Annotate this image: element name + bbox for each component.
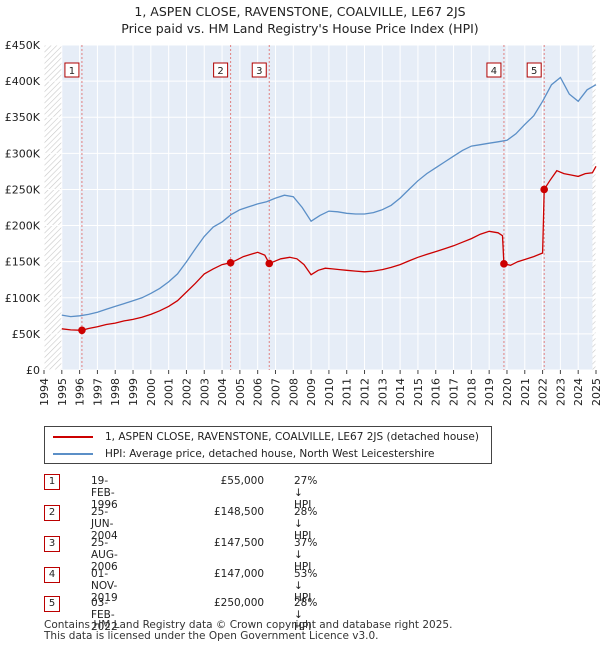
sale-label-text: 1: [69, 66, 75, 77]
footer-copyright: Contains HM Land Registry data © Crown c…: [44, 619, 453, 631]
y-tick-label: £50K: [12, 328, 41, 341]
x-tick-label: 1999: [127, 378, 140, 406]
x-tick-label: 2006: [252, 378, 265, 406]
x-tick-label: 2003: [198, 378, 211, 406]
sale-label-text: 5: [531, 66, 537, 77]
sale-label-box: [251, 62, 267, 78]
sale-number-badge: 2: [44, 505, 60, 521]
sale-label-text: 3: [256, 66, 262, 77]
x-tick-label: 2025: [590, 378, 600, 406]
sale-label-box: [64, 62, 80, 78]
x-tick-label: 2013: [376, 378, 389, 406]
x-tick-label: 2004: [216, 378, 229, 406]
x-tick-label: 2007: [269, 378, 282, 406]
sale-date: 25-JUN-2004: [91, 506, 118, 542]
y-tick-label: £150K: [5, 256, 41, 269]
sale-point: [540, 185, 548, 194]
x-tick-label: 2017: [448, 378, 461, 406]
sale-label-text: 2: [217, 66, 223, 77]
y-tick-label: £100K: [5, 292, 41, 305]
legend-swatch-property: [53, 436, 93, 438]
x-tick-label: 2002: [180, 378, 193, 406]
legend: 1, ASPEN CLOSE, RAVENSTONE, COALVILLE, L…: [44, 426, 492, 464]
sale-date: 01-NOV-2019: [91, 568, 118, 604]
legend-label-hpi: HPI: Average price, detached house, Nort…: [105, 448, 435, 460]
y-tick-label: £200K: [5, 220, 41, 233]
x-tick-label: 2018: [465, 378, 478, 406]
x-tick-label: 2020: [501, 378, 514, 406]
footer-licence: This data is licensed under the Open Gov…: [44, 630, 379, 642]
x-tick-label: 1994: [38, 378, 51, 406]
legend-item-property: 1, ASPEN CLOSE, RAVENSTONE, COALVILLE, L…: [53, 429, 479, 445]
sale-price: £148,500: [214, 506, 265, 518]
x-tick-label: 2000: [145, 378, 158, 406]
x-tick-label: 2009: [305, 378, 318, 406]
sale-date: 03-FEB-2022: [91, 597, 118, 633]
y-tick-label: £400K: [5, 75, 41, 88]
sale-point: [265, 259, 274, 268]
hpi-line: [61, 76, 597, 318]
legend-swatch-hpi: [53, 453, 93, 455]
sale-label-box: [486, 62, 502, 78]
x-tick-label: 1996: [74, 378, 87, 406]
sale-label-box: [526, 62, 542, 78]
sale-price: £250,000: [214, 597, 265, 609]
price-chart: 1 2 3 4 5 £0 £50K £100K £150K £200K £250K £300K £350…: [5, 39, 600, 406]
sale-date: 19-FEB-1996: [91, 475, 118, 511]
chart-subtitle: Price paid vs. HM Land Registry's House …: [121, 21, 479, 36]
sale-label-box: [213, 62, 229, 78]
x-tick-label: 1998: [109, 378, 122, 406]
sale-date: 25-AUG-2006: [91, 537, 118, 573]
y-tick-label: £0: [26, 364, 40, 377]
x-tick-label: 1995: [56, 378, 69, 406]
x-tick-label: 2012: [359, 378, 372, 406]
chart-title: 1, ASPEN CLOSE, RAVENSTONE, COALVILLE, L…: [134, 4, 466, 19]
x-tick-label: 2021: [519, 378, 532, 406]
sale-hpi-diff: 53% ↓ HPI: [294, 568, 318, 604]
x-tick-label: 2016: [430, 378, 443, 406]
hatched-region: [592, 45, 596, 370]
legend-item-hpi: HPI: Average price, detached house, Nort…: [53, 446, 434, 462]
sale-point: [500, 260, 508, 268]
property-price-line: [61, 165, 597, 331]
sale-point: [78, 326, 86, 335]
x-tick-label: 2008: [287, 378, 300, 406]
sale-price: £147,000: [214, 568, 265, 580]
x-tick-label: 2001: [163, 378, 176, 406]
sale-point: [226, 258, 235, 267]
y-tick-label: £300K: [5, 147, 41, 160]
hatched-region: [44, 45, 62, 370]
sale-number-badge: 5: [44, 596, 60, 612]
x-tick-label: 2022: [537, 378, 550, 406]
x-tick-label: 2011: [341, 378, 354, 406]
sale-number-badge: 4: [44, 567, 60, 583]
x-tick-label: 2023: [554, 378, 567, 406]
x-tick-label: 2010: [323, 378, 336, 406]
x-tick-label: 2019: [483, 378, 496, 406]
legend-label-property: 1, ASPEN CLOSE, RAVENSTONE, COALVILLE, L…: [105, 431, 479, 443]
sale-hpi-diff: 37% ↓ HPI: [294, 537, 318, 573]
sale-hpi-diff: 28% ↓ HPI: [294, 506, 318, 542]
sale-label-text: 4: [491, 66, 497, 77]
y-tick-label: £350K: [5, 111, 41, 124]
y-tick-label: £450K: [5, 39, 41, 52]
sale-hpi-diff: 27% ↓ HPI: [294, 475, 318, 511]
x-tick-label: 2014: [394, 378, 407, 406]
x-tick-label: 1997: [91, 378, 104, 406]
y-tick-label: £250K: [5, 183, 41, 196]
sale-number-badge: 1: [44, 474, 60, 490]
plot-area: [44, 45, 596, 370]
sale-price: £55,000: [220, 475, 264, 487]
sale-hpi-diff: 28% ↓ HPI: [294, 597, 318, 633]
sale-price: £147,500: [214, 537, 265, 549]
x-tick-label: 2024: [572, 378, 585, 406]
x-tick-label: 2015: [412, 378, 425, 406]
sale-number-badge: 3: [44, 536, 60, 552]
x-tick-label: 2005: [234, 378, 247, 406]
